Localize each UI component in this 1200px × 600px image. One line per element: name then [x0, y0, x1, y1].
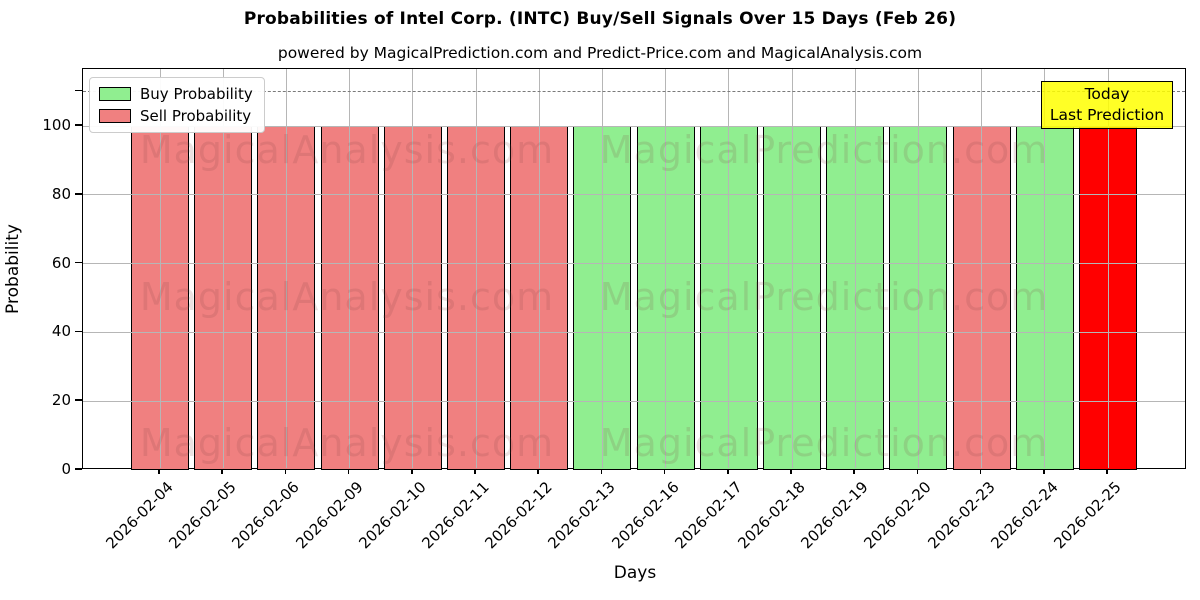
x-tick-mark	[537, 469, 539, 474]
y-tick-label: 60	[51, 253, 71, 272]
annotation-line-2: Last Prediction	[1049, 106, 1165, 124]
x-tick-mark	[853, 469, 855, 474]
x-tick-mark	[284, 469, 287, 474]
legend: Buy Probability Sell Probability	[89, 77, 265, 133]
bar-sell	[383, 126, 442, 470]
bar-buy	[889, 126, 948, 470]
x-tick-mark	[790, 469, 792, 474]
x-tick-mark	[411, 469, 413, 474]
bar-buy	[573, 126, 632, 470]
legend-item-sell: Sell Probability	[99, 108, 253, 124]
bar-sell	[447, 126, 505, 470]
annotation-line-1: Today	[1084, 85, 1130, 103]
dashed-threshold-line	[83, 90, 1185, 92]
legend-label-buy: Buy Probability	[140, 85, 253, 103]
y-tick-mark	[75, 399, 82, 401]
x-tick-mark	[474, 469, 476, 474]
buy-probability-swatch	[99, 87, 131, 101]
x-tick-mark	[979, 469, 982, 474]
bar-today	[1079, 126, 1137, 470]
plot-area: Buy Probability Sell Probability Today L…	[82, 68, 1186, 470]
chart-subtitle: powered by MagicalPrediction.com and Pre…	[277, 44, 923, 62]
bar-sell	[194, 126, 253, 470]
y-tick-label: 40	[51, 322, 71, 341]
legend-label-sell: Sell Probability	[140, 107, 252, 125]
bar-sell	[257, 126, 316, 470]
y-tick-label: 80	[51, 184, 71, 203]
x-tick-mark	[600, 469, 603, 474]
bar-buy	[699, 126, 758, 470]
x-tick-mark	[347, 469, 350, 474]
x-tick-mark	[221, 469, 223, 474]
y-tick-label: 100	[42, 116, 71, 135]
y-tick-label: 0	[61, 460, 71, 478]
bar-buy	[763, 126, 821, 470]
bar-buy	[1015, 126, 1074, 470]
legend-item-buy: Buy Probability	[99, 86, 253, 102]
x-tick-mark	[663, 469, 666, 474]
y-tick-mark	[75, 261, 82, 264]
bar-sell	[131, 126, 189, 470]
bar-sell	[320, 126, 379, 470]
y-tick-mark	[75, 193, 82, 195]
y-tick-mark	[75, 330, 82, 333]
y-tick-mark	[75, 468, 82, 470]
bar-sell	[510, 126, 569, 470]
y-tick-mark-extra	[75, 89, 82, 92]
today-last-prediction-badge: Today Last Prediction	[1041, 81, 1173, 129]
chart-title: Probabilities of Intel Corp. (INTC) Buy/…	[243, 9, 957, 29]
x-tick-mark	[1106, 469, 1108, 474]
x-tick-mark	[158, 469, 160, 474]
bar-sell	[952, 126, 1011, 470]
y-axis-title: Probability	[3, 224, 23, 314]
bar-buy	[826, 126, 885, 470]
x-tick-mark	[1043, 469, 1045, 474]
y-tick-mark	[75, 124, 82, 126]
bar-buy	[636, 126, 695, 470]
x-tick-mark	[916, 469, 919, 474]
y-tick-label: 20	[51, 391, 71, 410]
sell-probability-swatch	[99, 109, 131, 123]
x-tick-mark	[727, 469, 729, 474]
x-axis-title: Days	[613, 563, 657, 583]
